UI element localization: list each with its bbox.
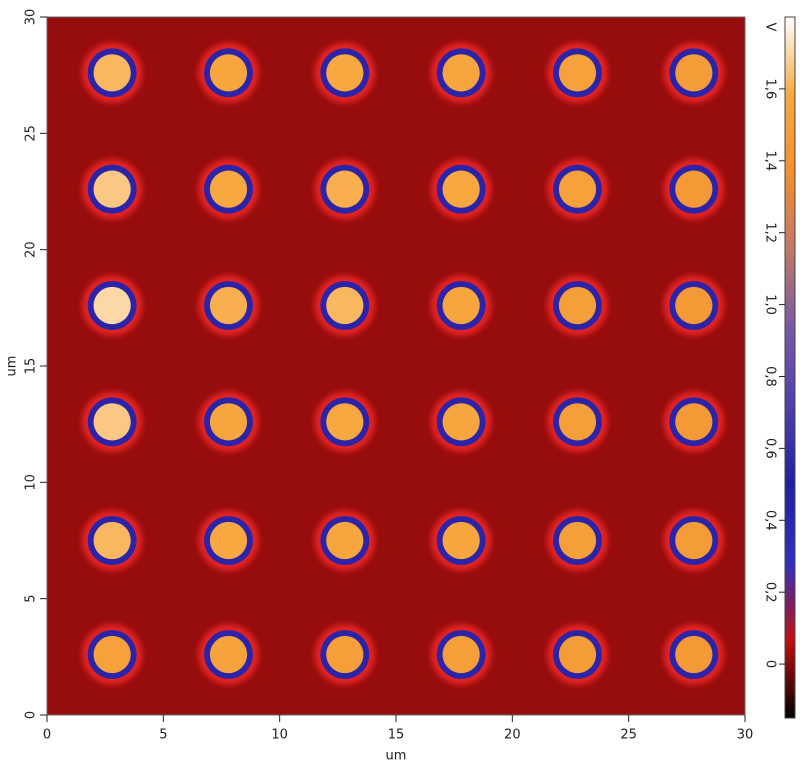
spot [326,521,364,560]
y-axis-label: um [5,356,20,377]
spot [442,521,480,560]
spot [675,286,713,325]
y-tick-label: 0 [24,711,39,719]
spot [209,521,248,560]
spot [675,521,713,560]
y-tick-label: 20 [24,241,39,258]
spot [209,635,248,674]
spot [93,170,131,208]
spot [442,54,480,92]
spot [675,635,713,674]
colorbar-tick-label: 0,8 [763,366,778,387]
spot [209,286,248,325]
colorbar-tick-label: 0 [763,660,778,668]
y-tick-label: 5 [24,595,39,603]
spot [558,170,597,208]
spot [326,170,364,208]
spot [93,635,131,674]
spot [209,54,248,92]
colorbar [784,16,796,719]
colorbar-tick-label: 1,2 [763,222,778,243]
colorbar-tick-label: 1,0 [763,294,778,315]
spot [326,403,364,441]
spot [442,286,480,325]
x-tick-label: 25 [620,728,637,743]
spot [442,403,480,441]
spot [442,170,480,208]
x-tick-label: 20 [504,728,521,743]
spot [93,521,131,560]
x-axis-label: um [386,749,407,764]
spot [209,170,248,208]
x-tick-label: 10 [271,728,288,743]
y-tick-label: 10 [24,474,39,491]
spot [93,403,131,441]
colorbar-tick-label: 0,2 [763,582,778,603]
spot [558,635,597,674]
x-tick-label: 30 [737,728,754,743]
image-background [47,17,745,715]
spot [558,403,597,441]
spot [558,286,597,325]
spot [675,54,713,92]
spot [93,54,131,92]
spot [209,403,248,441]
spot [326,54,364,92]
spot [326,286,364,325]
y-tick-label: 15 [24,358,39,375]
colorbar-label: V [763,23,778,32]
y-tick-label: 30 [24,9,39,26]
spot [558,521,597,560]
x-tick-label: 0 [43,728,51,743]
colorbar-tick-label: 1,4 [763,150,778,171]
y-tick-label: 25 [24,125,39,142]
spot [675,403,713,441]
colorbar-tick-label: 1,6 [763,79,778,100]
x-tick-label: 5 [159,728,167,743]
spot [675,170,713,208]
spot [93,286,131,325]
spot [558,54,597,92]
colorbar-tick-label: 0,6 [763,438,778,459]
x-tick-label: 15 [388,728,405,743]
colorbar-tick-label: 0,4 [763,510,778,531]
spot [442,635,480,674]
spot [326,635,364,674]
